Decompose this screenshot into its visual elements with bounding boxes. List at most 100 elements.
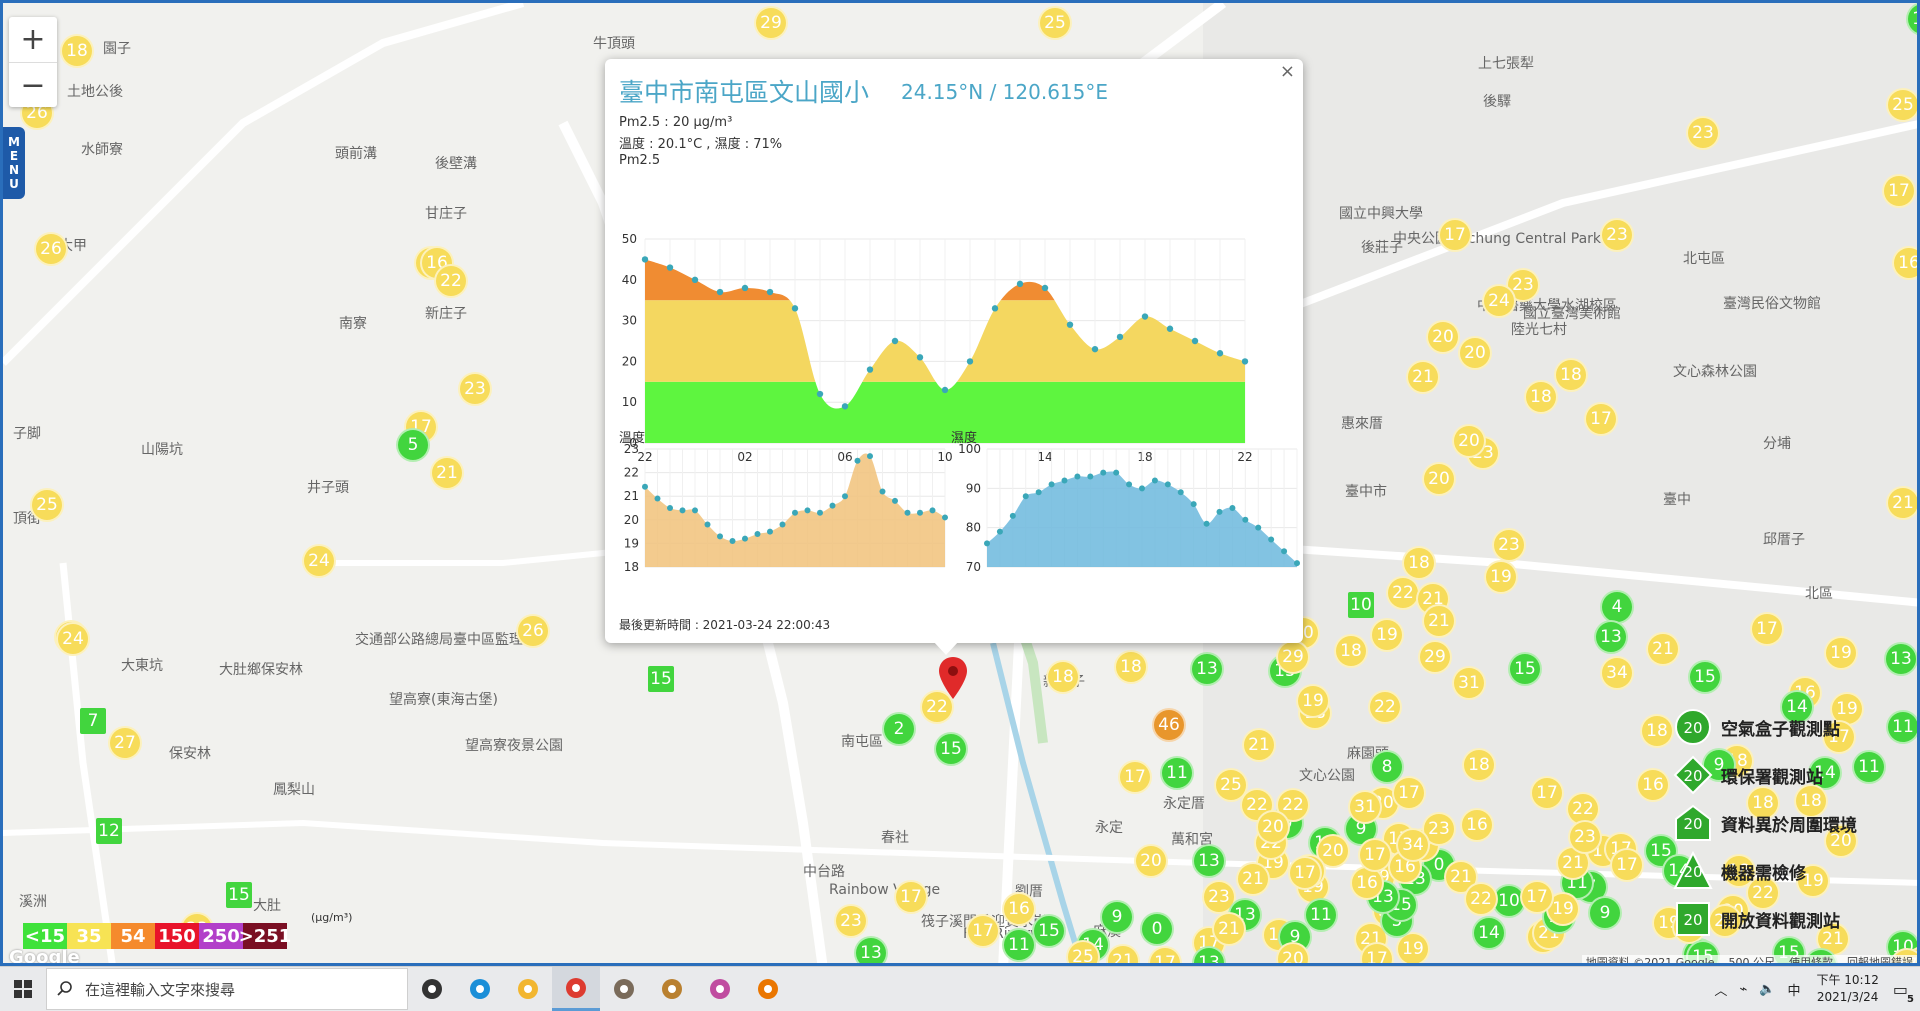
terms-link[interactable]: 使用條款 (1789, 956, 1833, 966)
station-marker[interactable]: 15 (226, 882, 252, 908)
station-marker[interactable]: 17 (1392, 776, 1426, 810)
taskbar-search[interactable]: 在這裡輸入文字來搜尋 (46, 968, 408, 1010)
chrome-icon[interactable] (552, 967, 600, 1011)
station-marker[interactable]: 20 (1426, 320, 1460, 354)
station-marker[interactable]: 22 (1368, 690, 1402, 724)
station-marker[interactable]: 24 (302, 544, 336, 578)
station-marker[interactable]: 9 (1588, 896, 1622, 930)
volume-icon[interactable]: 🔈 (1759, 981, 1776, 997)
station-marker[interactable]: 21 (1646, 632, 1680, 666)
station-marker[interactable]: 16 (1002, 892, 1036, 926)
station-marker[interactable]: 25 (30, 488, 64, 522)
station-marker[interactable]: 18 (1114, 650, 1148, 684)
task-view-icon[interactable] (408, 967, 456, 1011)
station-marker[interactable]: 10 (1348, 592, 1374, 618)
station-marker[interactable]: 16 (1636, 768, 1670, 802)
station-marker[interactable]: 21 (1236, 862, 1270, 896)
station-marker[interactable]: 15 (934, 732, 968, 766)
station-marker[interactable]: 19 (1824, 636, 1858, 670)
station-marker[interactable]: 19 (1296, 684, 1330, 718)
station-marker[interactable]: 46 (1152, 708, 1186, 742)
station-marker[interactable]: 17 (1288, 856, 1322, 890)
clock[interactable]: 下午 10:12 2021/3/24 (1816, 972, 1878, 1006)
blender-icon[interactable] (744, 967, 792, 1011)
station-marker[interactable]: 18 (1640, 714, 1674, 748)
app-icon-2[interactable] (648, 967, 696, 1011)
station-marker[interactable]: 15 (648, 666, 674, 692)
zoom-in-button[interactable]: + (9, 17, 57, 63)
station-marker[interactable]: 24 (1482, 284, 1516, 318)
station-marker[interactable]: 11 (1002, 928, 1036, 962)
station-marker[interactable]: 11 (1886, 710, 1917, 744)
station-marker[interactable]: 25 (1038, 6, 1072, 40)
station-marker[interactable]: 34 (1396, 828, 1430, 862)
station-marker[interactable]: 20 (1316, 834, 1350, 868)
station-marker[interactable]: 22 (920, 690, 954, 724)
station-marker[interactable]: 18 (1524, 380, 1558, 414)
station-marker[interactable]: 19 (1370, 618, 1404, 652)
station-marker[interactable]: 18 (1334, 634, 1368, 668)
station-marker[interactable]: 15 (1644, 834, 1678, 868)
station-marker[interactable]: 11 (1304, 898, 1338, 932)
station-marker[interactable]: 9 (1100, 900, 1134, 934)
chevron-up-icon[interactable]: ︿ (1714, 983, 1728, 999)
station-marker[interactable]: 23 (1422, 812, 1456, 846)
station-marker[interactable]: 19 (1484, 560, 1518, 594)
station-marker[interactable]: 5 (396, 428, 430, 462)
station-marker[interactable]: 13 (1884, 642, 1917, 676)
station-marker[interactable]: 14 (1780, 690, 1814, 724)
station-marker[interactable]: 15 (1688, 660, 1722, 694)
station-marker[interactable]: 13 (854, 936, 888, 963)
station-marker[interactable]: 25 (1066, 940, 1100, 963)
station-marker[interactable]: 23 (1568, 820, 1602, 854)
station-marker[interactable]: 21 (1106, 944, 1140, 963)
notification-icon[interactable]: ▭ 5 (1892, 979, 1914, 1005)
station-marker[interactable]: 17 (1822, 720, 1856, 754)
station-marker[interactable]: 17 (1610, 848, 1644, 882)
station-marker[interactable]: 21 (1886, 486, 1917, 520)
station-marker[interactable]: 26 (516, 614, 550, 648)
station-marker[interactable]: 16 (1460, 808, 1494, 842)
station-marker[interactable]: 19 (1796, 864, 1830, 898)
station-marker[interactable]: 0 (1140, 912, 1174, 946)
station-marker[interactable]: 23 (834, 904, 868, 938)
station-marker[interactable]: 26 (34, 232, 68, 266)
station-marker[interactable]: 17 (1358, 838, 1392, 872)
station-marker[interactable]: 17 (1520, 880, 1554, 914)
station-marker[interactable]: 15 (1032, 914, 1066, 948)
station-marker[interactable]: 13 (1190, 652, 1224, 686)
station-marker[interactable]: 21 (1422, 604, 1456, 638)
station-marker[interactable]: 17 (1750, 612, 1784, 646)
station-marker[interactable]: 22 (434, 264, 468, 298)
station-marker[interactable]: 23 (458, 372, 492, 406)
station-marker[interactable]: 17 (1360, 942, 1394, 963)
report-link[interactable]: 回報地圖錯誤 (1847, 956, 1913, 966)
station-marker[interactable]: 22 (1386, 576, 1420, 610)
station-marker[interactable]: 14 (1472, 916, 1506, 950)
station-marker[interactable]: 27 (108, 726, 142, 760)
app-icon-1[interactable] (600, 967, 648, 1011)
station-marker[interactable]: 24 (56, 622, 90, 656)
edge-icon[interactable] (456, 967, 504, 1011)
station-marker[interactable]: 20 (1824, 824, 1858, 858)
station-marker[interactable]: 13 (1594, 620, 1628, 654)
station-marker[interactable]: 23 (1686, 116, 1720, 150)
station-marker[interactable]: 13 (1192, 844, 1226, 878)
station-marker[interactable]: 20 (1708, 904, 1742, 938)
station-marker[interactable]: 20 (1256, 810, 1290, 844)
station-marker[interactable]: 22 (1746, 876, 1780, 910)
station-marker[interactable]: 21 (1406, 360, 1440, 394)
station-marker[interactable]: 18 (1794, 784, 1828, 818)
station-marker[interactable]: 18 (1746, 786, 1780, 820)
ime-indicator[interactable]: 中 (1787, 983, 1801, 999)
station-marker[interactable]: 23 (1600, 218, 1634, 252)
station-marker[interactable]: 17 (1438, 218, 1472, 252)
start-button[interactable] (0, 980, 46, 998)
station-marker[interactable]: 17 (1118, 760, 1152, 794)
close-button[interactable]: × (1279, 61, 1295, 82)
station-marker[interactable]: 25 (1886, 88, 1917, 122)
station-marker[interactable]: 17 (1882, 174, 1916, 208)
station-marker[interactable]: 22 (1464, 882, 1498, 916)
station-marker[interactable]: 20 (1422, 462, 1456, 496)
